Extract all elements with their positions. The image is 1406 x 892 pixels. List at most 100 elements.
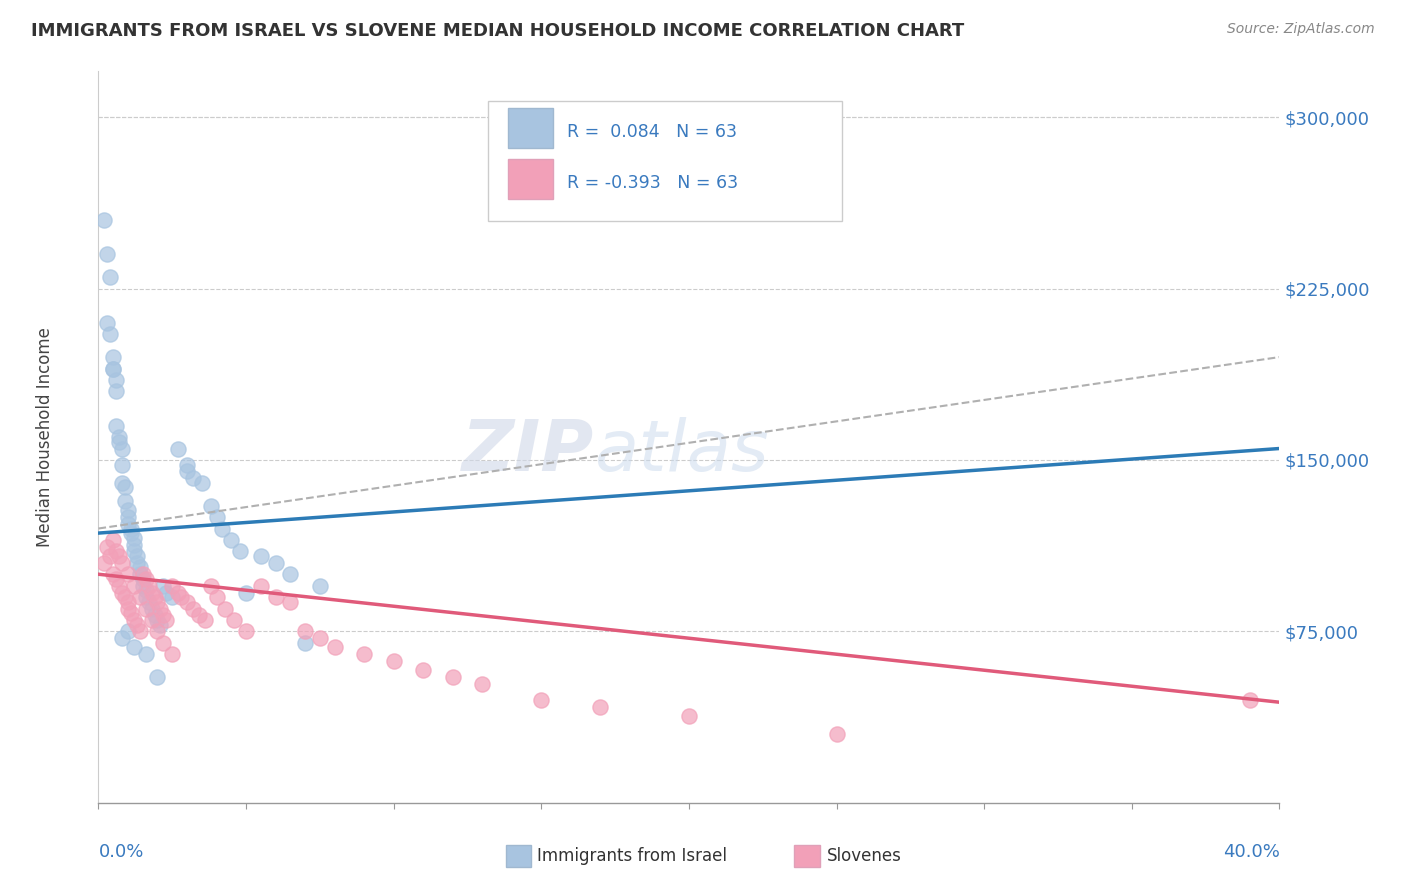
Point (105, 373, 128, 387)
Point (128, 567, 150, 582)
Point (128, 590, 150, 604)
Point (96, 247, 118, 261)
Point (530, 693, 553, 707)
Point (187, 608, 209, 623)
Point (155, 585, 177, 599)
Point (132, 572, 155, 586)
Point (176, 458, 198, 472)
Point (264, 590, 287, 604)
Point (143, 590, 166, 604)
Point (149, 617, 172, 632)
Point (200, 499, 222, 513)
Point (211, 521, 233, 535)
Bar (508, 108, 553, 148)
Point (162, 579, 183, 593)
Point (221, 533, 243, 547)
Point (120, 521, 142, 535)
Text: Immigrants from Israel: Immigrants from Israel (537, 847, 727, 865)
Point (138, 594, 160, 608)
Point (103, 533, 125, 547)
Point (229, 544, 252, 558)
Point (205, 510, 228, 524)
Point (122, 579, 145, 593)
Point (678, 709, 700, 723)
Point (122, 531, 145, 545)
Point (149, 601, 172, 615)
Point (105, 384, 128, 399)
Point (152, 636, 174, 650)
Point (235, 624, 257, 639)
Point (96, 540, 118, 554)
Point (141, 601, 163, 615)
Point (138, 579, 160, 593)
Text: R =  0.084   N = 63: R = 0.084 N = 63 (567, 122, 737, 141)
Text: Median Household Income: Median Household Income (37, 327, 55, 547)
Point (1239, 693, 1261, 707)
Point (135, 647, 157, 661)
Point (111, 632, 134, 646)
Point (205, 590, 228, 604)
Point (264, 556, 287, 570)
Point (214, 601, 236, 615)
Point (117, 503, 139, 517)
Point (132, 567, 155, 582)
Point (353, 647, 375, 661)
Point (93, 556, 115, 570)
Point (280, 594, 302, 608)
Point (125, 556, 148, 570)
Point (194, 613, 217, 627)
Point (128, 560, 150, 574)
Point (111, 556, 134, 570)
Point (825, 727, 848, 741)
Point (294, 624, 316, 639)
Point (152, 579, 174, 593)
Point (146, 613, 169, 627)
Text: Slovenes: Slovenes (827, 847, 901, 865)
Point (114, 494, 136, 508)
Point (120, 526, 142, 541)
Text: atlas: atlas (595, 417, 769, 486)
Bar (508, 159, 553, 200)
Point (250, 579, 273, 593)
Point (122, 613, 145, 627)
Point (162, 647, 183, 661)
Point (93, 213, 115, 227)
Point (114, 590, 136, 604)
Point (117, 594, 139, 608)
Point (111, 442, 134, 456)
Point (382, 654, 405, 668)
Point (108, 549, 131, 563)
Point (122, 544, 145, 558)
Point (132, 579, 155, 593)
Point (105, 572, 128, 586)
Point (120, 606, 142, 620)
Point (103, 361, 125, 376)
Point (117, 601, 139, 615)
Point (323, 640, 346, 655)
Point (141, 585, 163, 599)
Point (471, 677, 494, 691)
Point (170, 590, 193, 604)
Point (146, 624, 169, 639)
Point (125, 617, 148, 632)
Point (309, 632, 332, 646)
Point (96, 316, 118, 330)
Point (117, 624, 139, 639)
Point (176, 464, 198, 478)
Point (191, 475, 214, 490)
Text: Source: ZipAtlas.com: Source: ZipAtlas.com (1227, 22, 1375, 37)
Point (105, 418, 128, 433)
Point (111, 585, 134, 599)
Point (111, 475, 134, 490)
Text: IMMIGRANTS FROM ISRAEL VS SLOVENE MEDIAN HOUSEHOLD INCOME CORRELATION CHART: IMMIGRANTS FROM ISRAEL VS SLOVENE MEDIAN… (31, 22, 965, 40)
Point (122, 640, 145, 655)
Point (108, 430, 131, 444)
Point (309, 579, 332, 593)
Point (105, 544, 128, 558)
Point (589, 699, 612, 714)
Point (143, 608, 166, 623)
Point (146, 670, 169, 684)
Point (200, 579, 222, 593)
Point (117, 510, 139, 524)
Point (111, 458, 134, 472)
